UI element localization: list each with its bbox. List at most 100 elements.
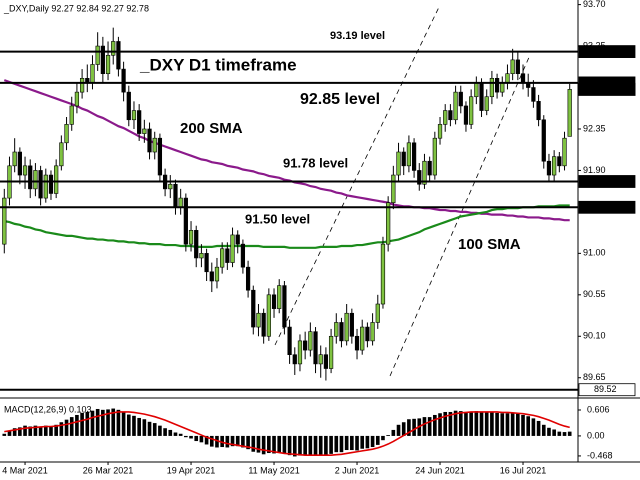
macd-bar <box>147 421 152 436</box>
candle-body <box>147 128 152 153</box>
header: _DXY,Daily 92.27 92.84 92.27 92.78 <box>3 3 149 13</box>
candle-body <box>137 110 142 134</box>
candle-body <box>183 197 188 245</box>
last-price-box <box>578 82 636 96</box>
annotation: 93.19 level <box>330 30 385 42</box>
macd-bar <box>329 435 333 454</box>
marks <box>2 27 572 381</box>
candle-body <box>121 68 126 93</box>
macd-bar <box>282 435 287 454</box>
macd-bar <box>184 435 188 438</box>
macd-bar <box>241 435 245 448</box>
candle-body <box>432 137 437 176</box>
candle-body <box>230 234 235 263</box>
macd-bar <box>251 435 256 452</box>
candle-body <box>474 82 479 98</box>
candle-body <box>152 137 157 153</box>
candle-body <box>199 253 204 259</box>
macd-bar <box>536 420 541 436</box>
series-label: 200 SMA <box>180 120 243 137</box>
candle-body <box>261 312 266 337</box>
candle-body <box>500 82 505 93</box>
macd-tick-label: 0.00 <box>587 430 605 440</box>
macd-bar <box>412 418 416 436</box>
macd-bar <box>298 435 302 456</box>
candle-body <box>380 243 386 305</box>
macd-bar <box>464 411 468 436</box>
macd-bar <box>484 412 489 436</box>
y-tick-label: 89.65 <box>583 372 606 382</box>
candle-body <box>240 243 246 268</box>
macd-bar <box>438 413 442 436</box>
macd-bar <box>500 413 505 436</box>
macd-bar <box>106 409 110 436</box>
candle-body <box>12 151 17 167</box>
x-tick-label: 24 Jun 2021 <box>415 465 465 475</box>
macd-bar <box>246 435 250 450</box>
macd-bar <box>443 411 448 436</box>
candle-body <box>209 271 214 282</box>
candle-body <box>22 165 28 176</box>
candle-body <box>489 78 495 98</box>
candle-body <box>391 174 396 203</box>
macd-bar <box>204 435 209 445</box>
annotation: 92.85 level <box>300 91 380 108</box>
candle-body <box>292 354 297 365</box>
candle-body <box>271 294 277 309</box>
candle-body <box>251 289 256 328</box>
annotation: 91.78 level <box>283 155 348 170</box>
macd-bar <box>132 415 136 436</box>
candle-body <box>214 266 220 282</box>
macd-bar <box>557 431 562 436</box>
macd-bar <box>370 435 375 448</box>
macd-bar <box>521 414 525 436</box>
candle-body <box>79 78 85 93</box>
macd-bar <box>12 428 17 436</box>
candle-body <box>245 266 251 291</box>
macd-bar <box>381 435 385 441</box>
candle-body <box>178 197 183 208</box>
macd-bar <box>401 422 406 436</box>
macd-bar <box>318 435 323 456</box>
candle-body <box>188 230 194 245</box>
candle-body <box>427 160 432 176</box>
candle-body <box>567 89 572 137</box>
candle-body <box>505 73 510 84</box>
macd-bar <box>386 435 390 436</box>
macd-bar <box>267 435 271 454</box>
macd-bar <box>90 410 95 436</box>
macd-bar <box>391 429 396 436</box>
candle-body <box>396 151 401 176</box>
macd-bar <box>168 429 173 436</box>
macd-bar <box>28 426 33 436</box>
candle-body <box>2 197 7 245</box>
candle-body <box>401 151 406 167</box>
candle-body <box>204 253 209 273</box>
macd-bar <box>287 435 292 456</box>
candle-body <box>74 91 80 107</box>
macd-bar <box>396 424 401 436</box>
y-tick-label: 90.10 <box>583 331 606 341</box>
y-tick-label: 91.00 <box>583 248 606 258</box>
macd-bar <box>7 430 12 436</box>
candle-body <box>256 312 261 328</box>
macd-bar <box>516 413 520 436</box>
macd-bar <box>18 427 22 436</box>
candle-body <box>458 91 463 107</box>
x-tick-label: 4 Mar 2021 <box>2 465 48 475</box>
macd-bar <box>458 411 463 436</box>
x-tick-label: 11 May 2021 <box>248 465 299 475</box>
level-box <box>578 383 636 397</box>
macd-bar <box>220 435 224 448</box>
candle-body <box>360 326 365 351</box>
candle-body <box>386 202 391 245</box>
macd-bar <box>116 409 121 436</box>
macd-bar <box>69 417 74 436</box>
candle-body <box>95 45 100 65</box>
series-label: 100 SMA <box>458 236 521 253</box>
macd-bar <box>422 417 427 436</box>
candle-body <box>131 110 137 121</box>
level-label: 92.85 <box>594 77 617 87</box>
macd-bar <box>303 435 307 456</box>
